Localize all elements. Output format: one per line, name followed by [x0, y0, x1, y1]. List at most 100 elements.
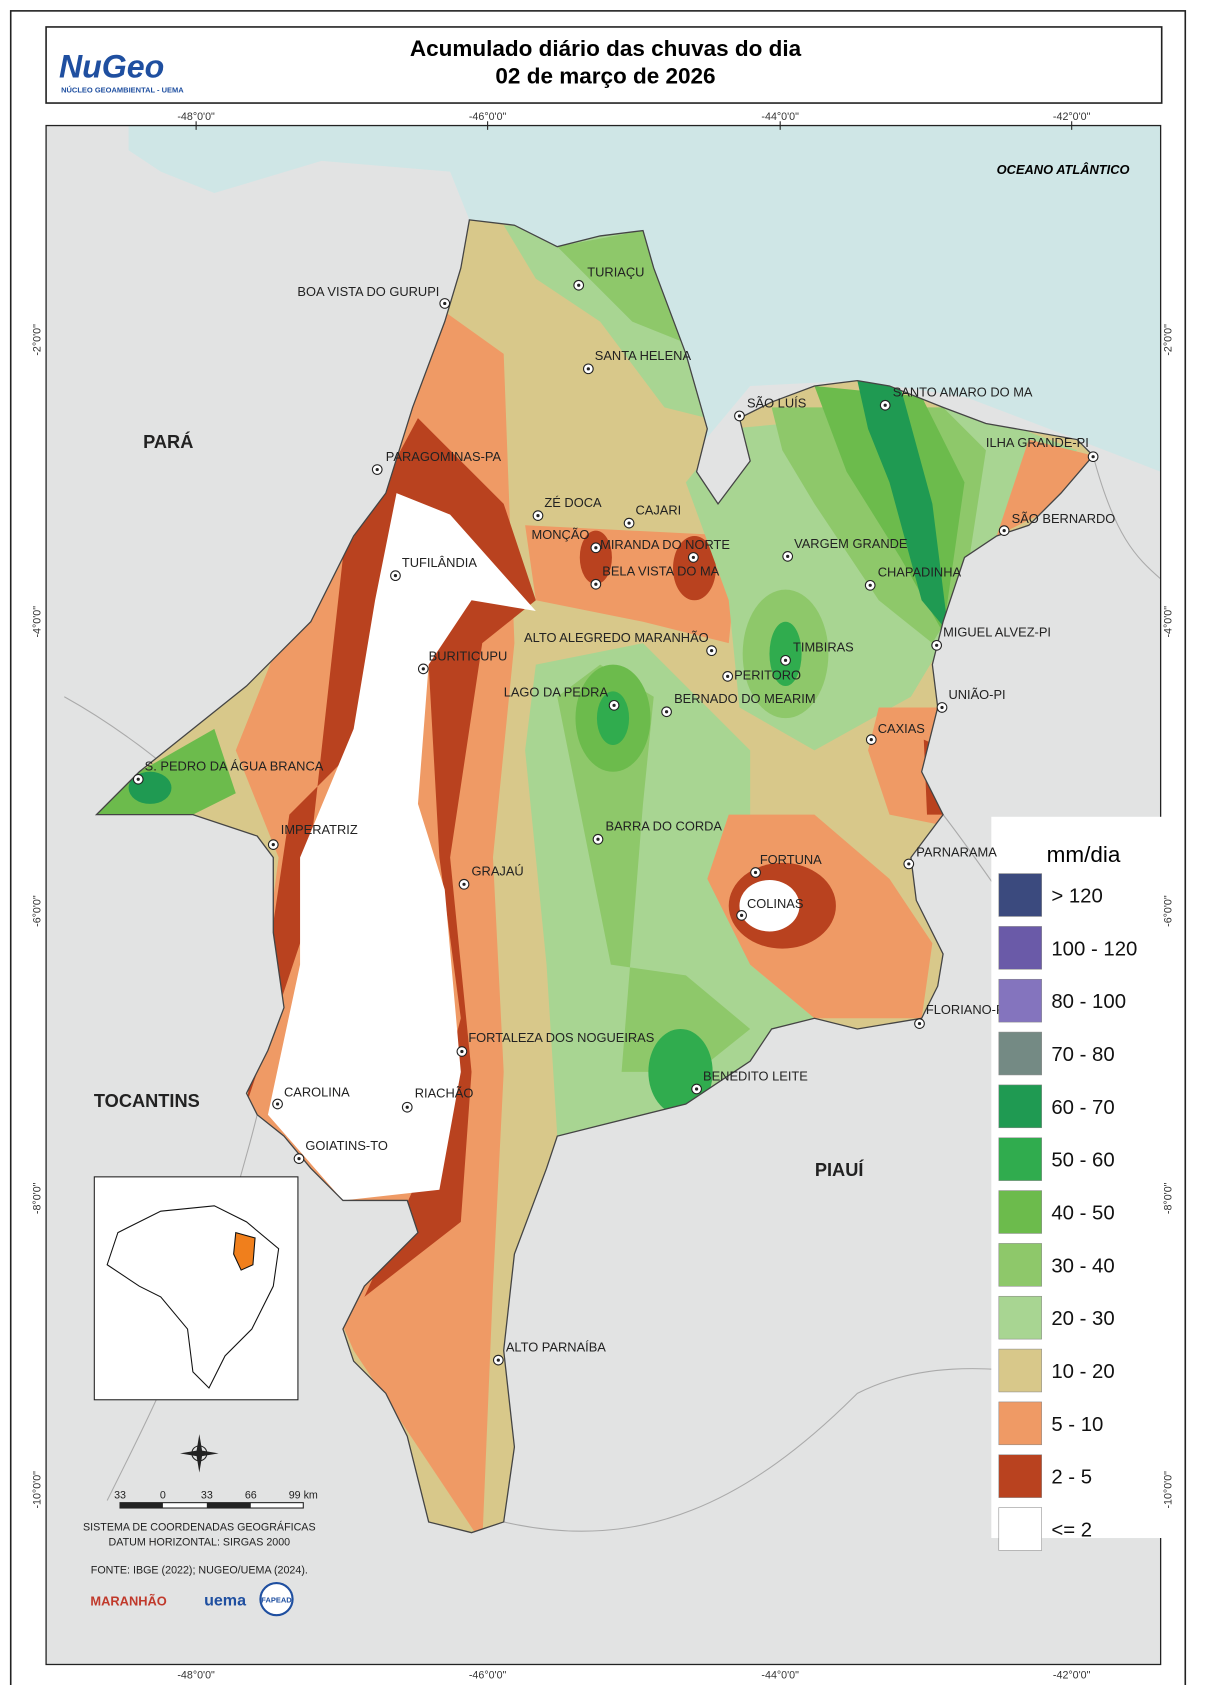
- city-label: ZÉ DOCA: [544, 495, 602, 510]
- city-marker-dot: [443, 301, 447, 306]
- city-marker-dot: [393, 574, 398, 578]
- city-marker-dot: [709, 649, 714, 653]
- longitude-label: -46°0'0": [469, 111, 507, 123]
- city-marker-dot: [405, 1105, 409, 1109]
- city-label: TUFILÂNDIA: [402, 555, 477, 570]
- city-label: BELA VISTA DO MA: [602, 564, 719, 579]
- city-marker-dot: [907, 862, 911, 866]
- legend-swatch: [998, 1454, 1042, 1498]
- latitude-label: -8°0'0": [1162, 1182, 1174, 1214]
- city-marker-dot: [594, 582, 598, 586]
- city-marker-dot: [136, 777, 140, 781]
- city-label: RIACHÃO: [415, 1086, 474, 1101]
- source: FONTE: IBGE (2022); NUGEO/UEMA (2024).: [91, 1564, 308, 1576]
- border: [1092, 455, 1161, 580]
- city-label: FORTUNA: [760, 852, 822, 867]
- legend-label: 50 - 60: [1051, 1150, 1114, 1172]
- legend-label: 60 - 70: [1051, 1097, 1114, 1119]
- state-label: TOCANTINS: [94, 1091, 200, 1111]
- legend-label: 20 - 30: [1051, 1308, 1114, 1330]
- legend-swatch: [998, 1348, 1042, 1393]
- legend-swatch: [998, 873, 1042, 917]
- city-marker-dot: [753, 870, 758, 875]
- coordinate-system: SISTEMA DE COORDENADAS GEOGRÁFICAS: [83, 1521, 316, 1534]
- city-marker-dot: [691, 555, 695, 560]
- title-box: [45, 26, 1163, 104]
- city-marker-dot: [739, 913, 744, 917]
- city-marker-dot: [627, 521, 631, 525]
- longitude-label: -44°0'0": [761, 1669, 799, 1681]
- city-marker-dot: [375, 467, 379, 472]
- logo: NuGeo: [59, 48, 164, 84]
- zone: [739, 880, 800, 932]
- logo-fapead-circle: [259, 1581, 294, 1617]
- city-label: SANTO AMARO DO MA: [893, 385, 1033, 400]
- scale-label: 66: [245, 1489, 257, 1501]
- city-marker-dot: [869, 738, 873, 742]
- legend-label: 2 - 5: [1051, 1467, 1092, 1489]
- city-label: UNIÃO-PI: [948, 687, 1005, 702]
- zone: [857, 380, 949, 633]
- city-label: MIGUEL ALVEZ-PI: [943, 625, 1051, 640]
- legend-swatch: [998, 926, 1042, 970]
- longitude-label: -48°0'0": [177, 111, 215, 123]
- city-marker-dot: [737, 414, 742, 418]
- city-label: SÃO BERNARDO: [1012, 511, 1116, 526]
- city-marker-dot: [271, 843, 275, 847]
- logo-fapead: FAPEAD: [261, 1595, 292, 1604]
- city-label: PARAGOMINAS-PA: [386, 449, 502, 464]
- scale-label: 33: [201, 1489, 213, 1501]
- city-label: LAGO DA PEDRA: [504, 685, 609, 700]
- latitude-label: -2°0'0": [32, 324, 44, 356]
- legend-swatch: [998, 1190, 1042, 1234]
- scale-label: 0: [160, 1489, 166, 1501]
- latitude-label: -6°0'0": [1162, 895, 1174, 927]
- maranhao-highlight: [233, 1231, 256, 1271]
- legend-label: 70 - 80: [1051, 1044, 1114, 1066]
- logo-subtitle: NÚCLEO GEOAMBIENTAL - UEMA: [61, 85, 184, 94]
- legend-swatch: [998, 978, 1042, 1023]
- city-marker-dot: [594, 546, 598, 550]
- city-marker-dot: [883, 403, 887, 407]
- city-marker-dot: [462, 882, 466, 886]
- legend-swatch: [998, 1507, 1042, 1551]
- city-marker-dot: [783, 658, 788, 662]
- logo-maranhao: MARANHÃO: [90, 1594, 166, 1609]
- legend-label: 10 - 20: [1051, 1361, 1114, 1383]
- city-marker-dot: [664, 710, 669, 714]
- city-marker-dot: [421, 667, 425, 671]
- zone: [673, 535, 716, 601]
- longitude-label: -42°0'0": [1053, 111, 1091, 123]
- city-label: TIMBIRAS: [793, 640, 854, 655]
- latitude-label: -6°0'0": [32, 895, 44, 927]
- legend-label: 30 - 40: [1051, 1255, 1114, 1277]
- zone: [246, 418, 536, 1297]
- title: Acumulado diário das chuvas do dia: [410, 36, 802, 61]
- city-label: ILHA GRANDE-PI: [986, 435, 1089, 450]
- latitude-label: -8°0'0": [32, 1182, 44, 1214]
- city-label: TURIAÇU: [587, 265, 644, 280]
- city-marker-dot: [275, 1102, 280, 1106]
- city-marker-dot: [612, 703, 616, 707]
- legend-label: 40 - 50: [1051, 1203, 1114, 1225]
- latitude-label: -4°0'0": [1162, 606, 1174, 638]
- logo-uema: uema: [204, 1592, 247, 1610]
- city-marker-dot: [935, 643, 939, 647]
- city-label: GRAJAÚ: [472, 864, 524, 879]
- city-marker-dot: [917, 1022, 922, 1026]
- city-label: S. PEDRO DA ÁGUA BRANCA: [145, 759, 324, 774]
- legend-label: > 120: [1051, 886, 1103, 908]
- city-label: SÃO LUÍS: [747, 395, 806, 410]
- legend-label: <= 2: [1051, 1520, 1092, 1542]
- zone: [596, 691, 630, 745]
- map-frame-content: [46, 125, 1161, 1665]
- zone: [579, 530, 612, 585]
- compass: [180, 1434, 219, 1473]
- date: 02 de março de 2026: [495, 64, 715, 89]
- latitude-label: -4°0'0": [32, 606, 44, 638]
- city-label: ALTO ALEGREDO MARANHÃO: [524, 630, 709, 645]
- city-marker-dot: [1091, 455, 1095, 459]
- legend-label: 5 - 10: [1051, 1414, 1103, 1436]
- legend-swatch: [998, 1084, 1042, 1129]
- city-label: CAXIAS: [878, 721, 925, 736]
